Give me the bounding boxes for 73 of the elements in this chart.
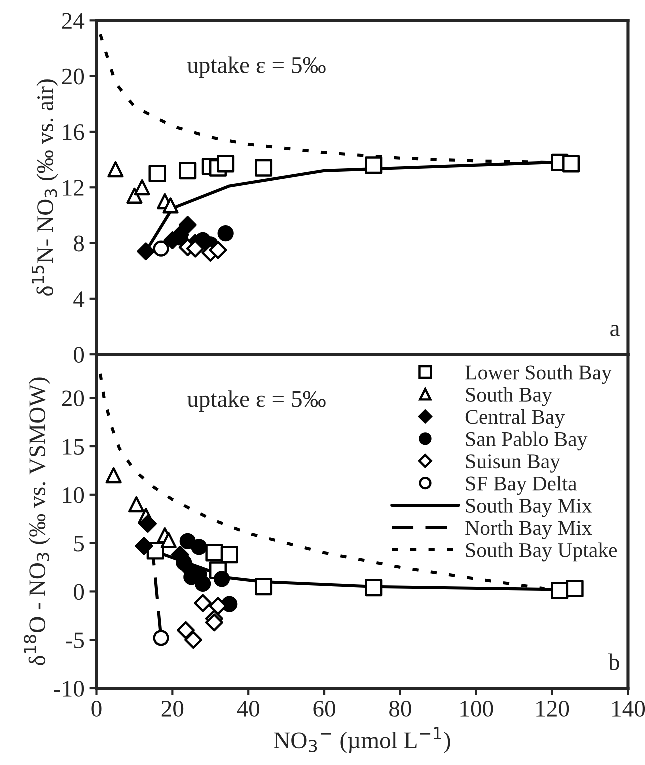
y-tick-label: 16 (63, 124, 84, 140)
x-tick-label: 40 (237, 700, 260, 717)
y-tick-label: -10 (54, 680, 84, 697)
point (214, 571, 230, 588)
y-tick-label: 12 (63, 180, 84, 196)
point (176, 621, 195, 640)
legend-label: South Bay (466, 387, 552, 406)
x-tick-label: 80 (390, 700, 412, 717)
point (160, 532, 177, 548)
point (217, 155, 235, 173)
point (365, 156, 383, 174)
y-tick-label: 24 (62, 13, 85, 29)
point (365, 579, 383, 597)
point (139, 514, 157, 533)
point (205, 614, 224, 632)
point (194, 576, 212, 592)
point (551, 582, 569, 600)
y-tick-label: 20 (62, 390, 84, 407)
x-axis-title: NO$_{3}$$^{−}$ (µmol L$^{−1}$) (274, 727, 450, 754)
annotation: b (608, 654, 620, 670)
x-tick-label: 120 (536, 700, 570, 717)
point (106, 468, 122, 484)
point (566, 580, 584, 598)
point (194, 594, 212, 612)
point (179, 162, 197, 180)
legend-label: Lower South Bay (466, 365, 612, 384)
x-tick-label: 60 (314, 700, 336, 717)
y-tick-label: 8 (74, 236, 84, 252)
legend-label: Central Bay (466, 410, 566, 428)
x-tick-label: 20 (162, 700, 184, 717)
y-tick-label: 15 (63, 439, 84, 455)
legend-label: Suisun Bay (466, 454, 560, 473)
y-tick-label: 10 (63, 487, 84, 504)
legend-label: SF Bay Delta (466, 476, 578, 496)
point (135, 537, 154, 556)
point (134, 180, 150, 196)
annotation: uptake ε = 5‰ (187, 390, 326, 412)
x-tick-label: 100 (460, 700, 494, 717)
point (153, 630, 170, 646)
y-tick-label: 4 (74, 292, 85, 308)
point (180, 533, 196, 550)
point (255, 578, 273, 596)
point (209, 241, 228, 260)
point (128, 496, 145, 513)
point (191, 539, 208, 556)
point (218, 225, 234, 242)
point (255, 159, 273, 177)
point (220, 546, 238, 564)
point (108, 161, 124, 178)
y-tick-label: 5 (74, 536, 84, 552)
point (126, 188, 143, 204)
point (137, 242, 156, 261)
y-tick-label: 0 (74, 347, 84, 363)
point (153, 240, 170, 257)
point (148, 164, 166, 182)
point (178, 216, 197, 234)
y-tick-label: -5 (66, 632, 84, 649)
point (162, 198, 179, 214)
legend-label: North Bay Mix (466, 520, 592, 540)
legend-label: South Bay Mix (466, 498, 592, 518)
y-tick-label: 20 (62, 68, 84, 85)
annotation: a (610, 325, 620, 336)
annotation: uptake ε = 5‰ (187, 56, 326, 78)
x-tick-label: 140 (612, 700, 645, 717)
y-axis-title: δ$^{18}$O - NO$_{3}$ (‰ vs. VSMOW) (24, 378, 50, 666)
y-axis-title: δ$^{15}$N- NO$_{3}$ (‰ vs. air) (32, 80, 58, 296)
legend-label: San Pablo Bay (466, 432, 588, 451)
point (176, 554, 192, 571)
y-tick-label: 0 (74, 584, 84, 600)
point (562, 155, 580, 173)
legend-label: South Bay Uptake (466, 542, 618, 562)
point (184, 631, 203, 650)
x-tick-label: 0 (92, 700, 102, 717)
